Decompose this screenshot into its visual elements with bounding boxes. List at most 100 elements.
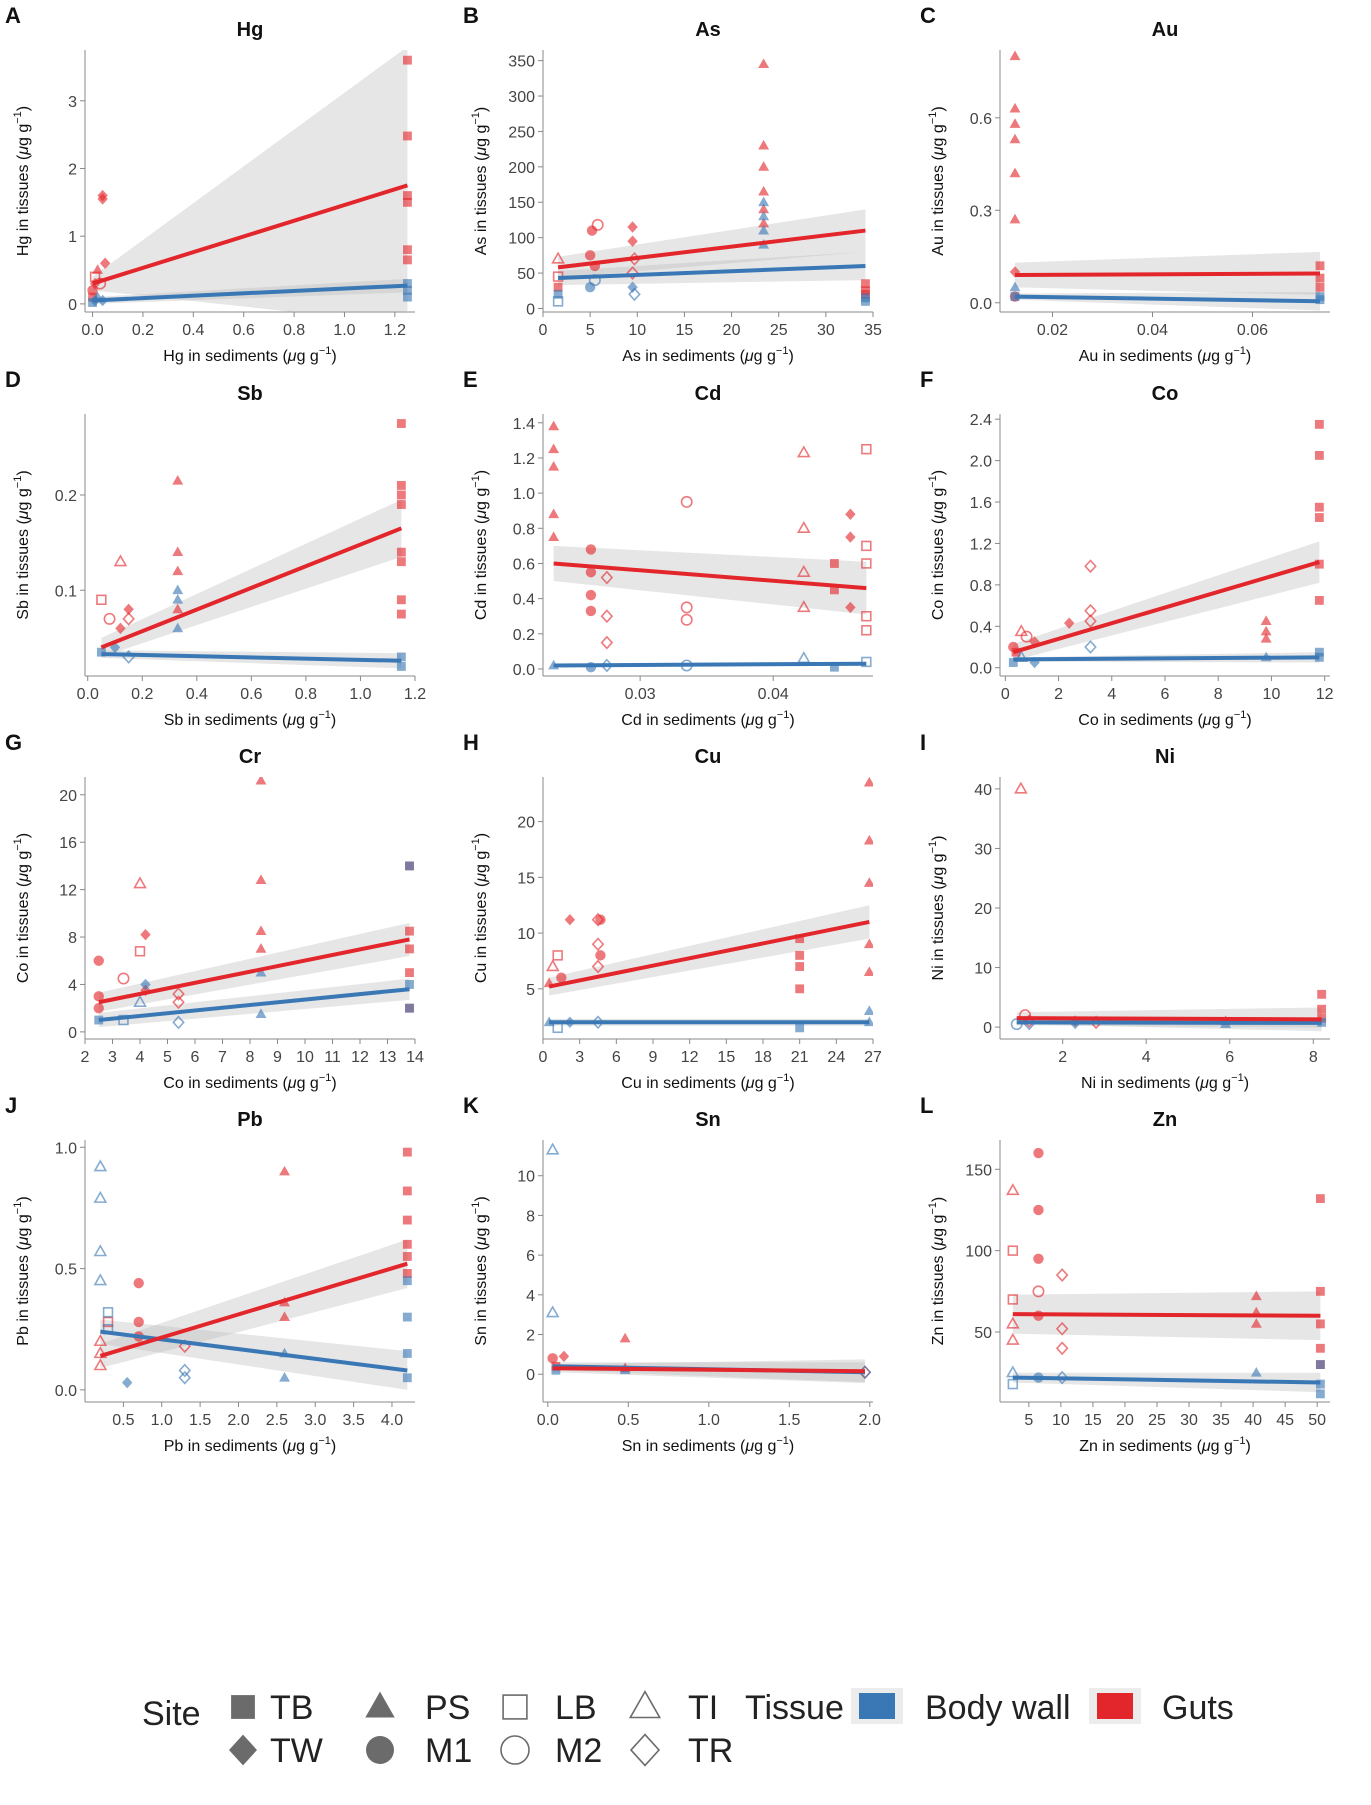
data-point-tb [405, 1003, 414, 1013]
data-point-m2 [117, 972, 130, 985]
y-tick-label: 50 [974, 1325, 992, 1342]
y-axis-label: Co in tissues (μg g−1) [12, 833, 32, 983]
data-point-lb [1007, 1245, 1019, 1256]
data-point-tb [396, 481, 406, 490]
x-axis-label: As in sediments (μg g−1) [622, 345, 794, 365]
y-tick-label: 50 [517, 266, 535, 283]
plot-area [548, 420, 872, 673]
data-point-m1 [133, 1277, 144, 1289]
data-point-m1 [1033, 1204, 1044, 1216]
data-point-tb [1314, 419, 1324, 429]
y-axis-label: Ni in tissues (μg g−1) [927, 836, 947, 981]
x-tick-label: 20 [1116, 1412, 1134, 1429]
x-tick-label: 2.0 [227, 1412, 249, 1429]
data-point-ps [758, 210, 770, 221]
y-tick-label: 2 [68, 161, 77, 178]
panel-letter: G [5, 730, 22, 755]
x-tick-label: 3 [575, 1049, 584, 1066]
data-point-ps [758, 217, 770, 228]
data-point-ti [796, 520, 811, 533]
panel-title: Sb [237, 383, 263, 405]
y-tick-label: 40 [974, 782, 992, 799]
x-tick-label: 0 [539, 1049, 548, 1066]
data-point-tb [1314, 647, 1324, 657]
data-point-tw [845, 531, 856, 543]
data-point-tb [553, 289, 563, 299]
x-axis-label: Cu in sediments (μg g−1) [621, 1072, 794, 1092]
panel-letter: I [920, 730, 926, 755]
fit-line-guts [91, 183, 409, 286]
data-point-ps [279, 1372, 290, 1382]
x-axis-label: Hg in sediments (μg g−1) [163, 345, 336, 365]
legend-site-label: TI [688, 1689, 718, 1727]
data-point-tb [861, 279, 870, 289]
data-point-tr [1055, 1268, 1069, 1282]
panel-letter: A [5, 3, 21, 28]
data-point-tb [396, 419, 406, 428]
ci-band-guts [558, 209, 866, 279]
x-tick-label: 1.0 [698, 1412, 720, 1429]
y-tick-label: 0.0 [970, 661, 992, 678]
data-point-tb [405, 980, 414, 989]
data-point-ps [172, 565, 184, 576]
data-point-lb [102, 1316, 114, 1328]
panel-letter: H [463, 730, 479, 755]
data-point-tb [861, 296, 870, 306]
data-point-tb [402, 1252, 412, 1261]
panel-K: K Sn 0.0 0.5 1.0 1.5 2.0 0 2 4 6 8 10 Sn in sediments… [463, 1093, 881, 1455]
panel-title: Pb [237, 1109, 263, 1131]
data-point-tw [140, 978, 151, 991]
data-point-tb [402, 1186, 412, 1196]
x-tick-label: 0.6 [240, 686, 262, 703]
x-tick-label: 0.4 [186, 686, 208, 703]
x-tick-label: 25 [770, 322, 788, 339]
data-point-tr [178, 1363, 192, 1378]
data-point-ps [548, 508, 560, 519]
data-point-tw [558, 1350, 570, 1363]
data-point-ti [551, 251, 565, 264]
x-tick-label: 3.5 [342, 1412, 364, 1429]
data-point-tw [1063, 617, 1075, 629]
y-tick-label: 150 [965, 1162, 992, 1179]
data-point-tr [122, 611, 135, 626]
y-tick-label: 5 [526, 982, 535, 999]
plot-area [1005, 1147, 1325, 1399]
data-point-ps [255, 777, 267, 785]
panel-letter: F [920, 367, 933, 392]
data-point-tb [829, 585, 839, 595]
data-point-ps [863, 777, 873, 787]
x-tick-label: 0 [1001, 686, 1010, 703]
x-tick-label: 15 [1084, 1412, 1102, 1429]
data-point-tb [402, 1349, 412, 1358]
y-tick-label: 0 [526, 301, 535, 318]
panel-A: A Hg 0.0 0.2 0.4 0.6 0.8 1.0 1.2 0 1 2 3 Hg in sedime… [5, 3, 415, 365]
fit-line-body-wall [553, 661, 867, 668]
data-point-tr [172, 1015, 185, 1030]
y-tick-label: 2 [526, 1328, 535, 1345]
x-tick-label: 10 [1052, 1412, 1070, 1429]
plot-area [1009, 50, 1325, 311]
data-point-tb [396, 547, 406, 557]
fit-line-guts [552, 1366, 865, 1374]
y-tick-label: 0.8 [513, 521, 535, 538]
data-point-ps [255, 874, 267, 885]
x-tick-label: 15 [676, 322, 694, 339]
data-point-ti [93, 1159, 108, 1172]
data-point-tb [795, 950, 805, 960]
data-point-ti [93, 1190, 108, 1203]
data-point-tb [396, 662, 406, 671]
data-point-ps [548, 443, 560, 454]
data-point-ps [1260, 615, 1272, 626]
data-point-tw [140, 928, 151, 941]
x-tick-label: 1.0 [349, 686, 371, 703]
legend-site-title: Site [142, 1695, 201, 1733]
data-point-tr [628, 287, 641, 302]
panel-letter: D [5, 367, 21, 392]
data-point-ti [796, 445, 811, 458]
data-point-ti [93, 1273, 108, 1286]
plot-area [87, 50, 412, 312]
x-tick-label: 50 [1308, 1412, 1326, 1429]
data-point-m2 [680, 495, 693, 508]
data-point-lb [861, 443, 872, 455]
